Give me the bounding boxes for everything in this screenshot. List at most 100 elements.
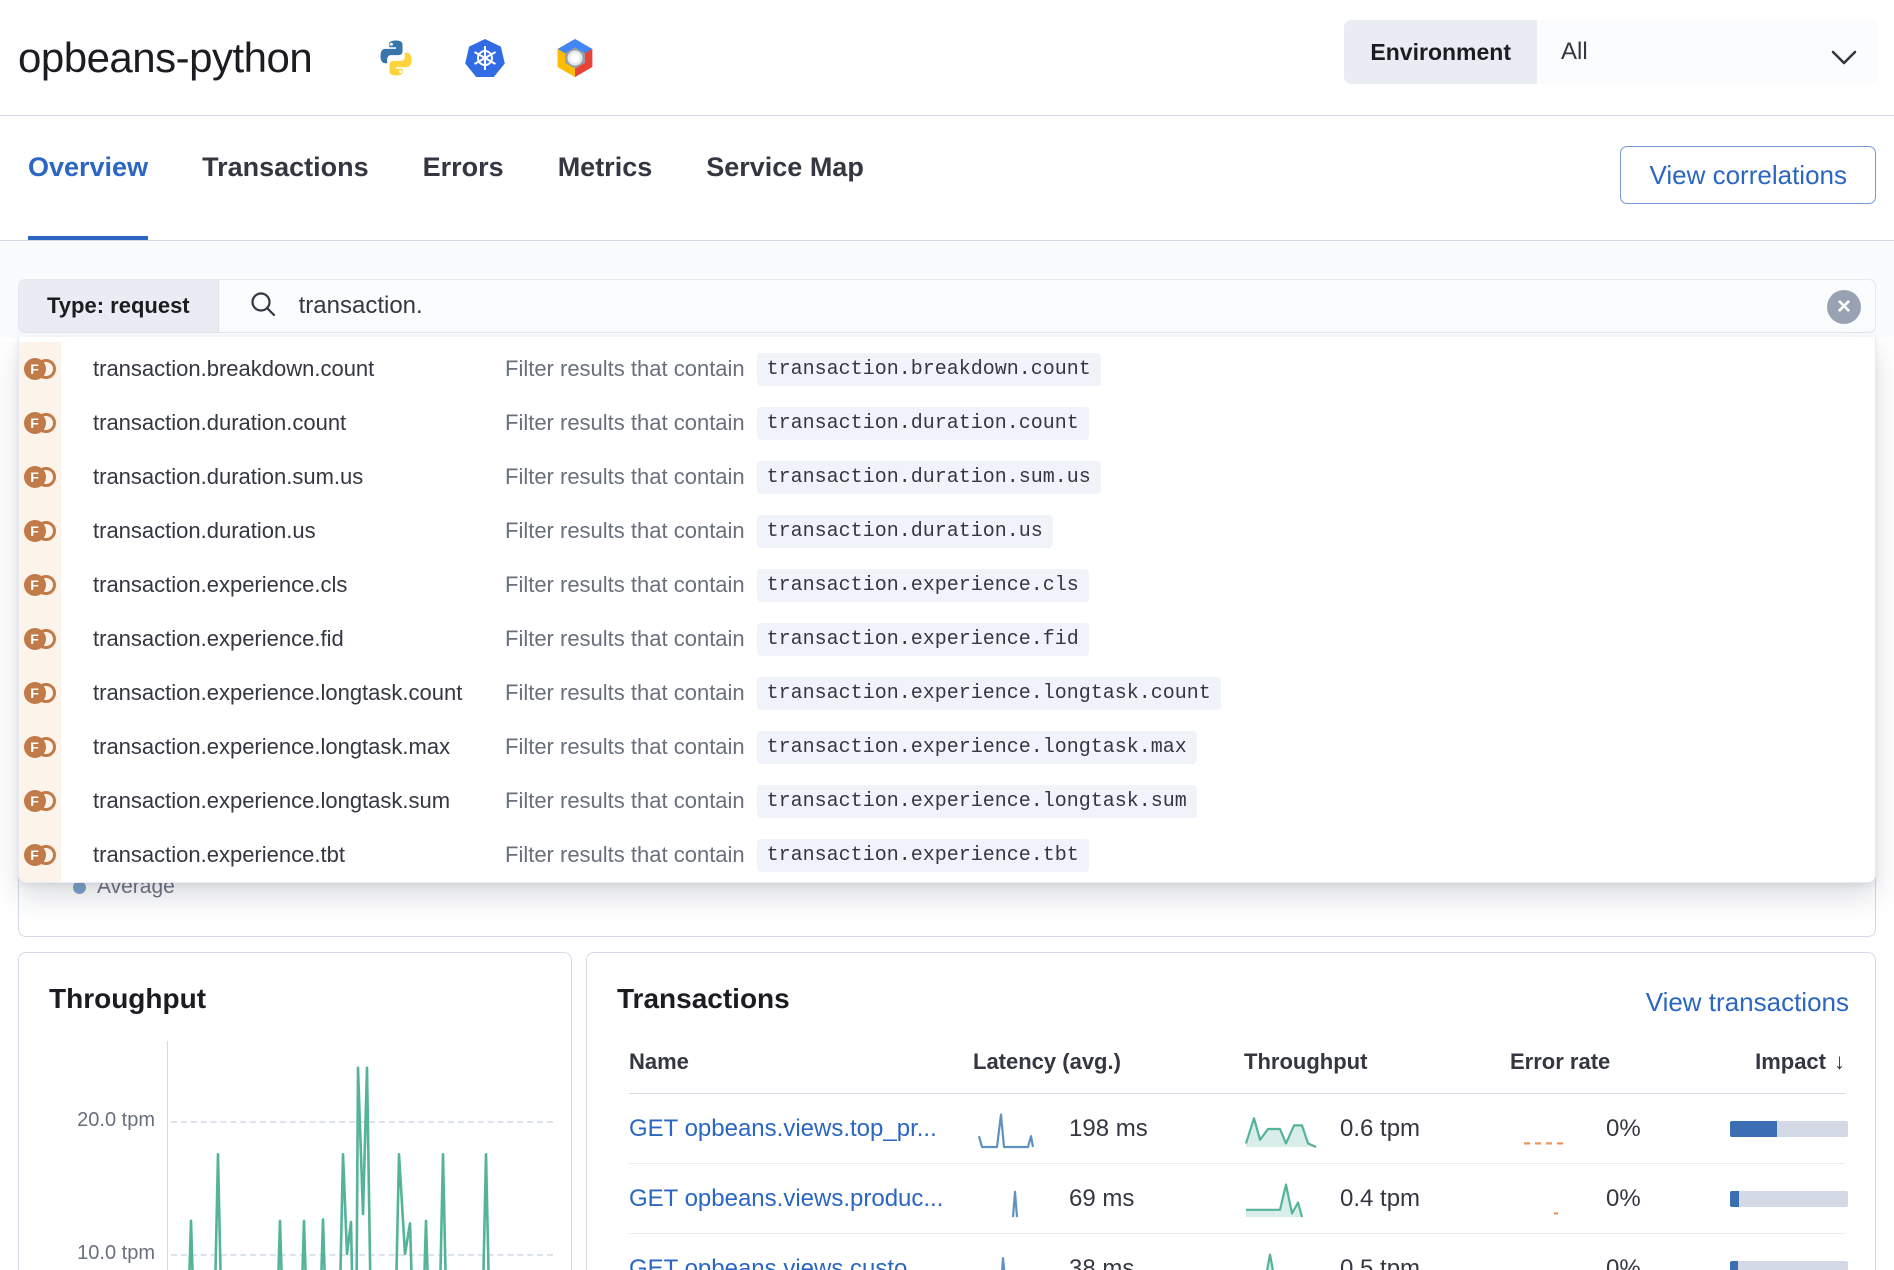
sort-desc-arrow-icon: ↓ <box>1834 1049 1845 1075</box>
transactions-panel-title: Transactions <box>617 983 790 1015</box>
suggestion-field-code: transaction.experience.fid <box>757 623 1089 656</box>
error-rate-value: 0% <box>1606 1185 1641 1213</box>
latency-sparkline <box>973 1247 1053 1270</box>
tab-errors[interactable]: Errors <box>423 152 504 240</box>
suggestion-type-strip: F <box>19 450 61 504</box>
throughput-sparkline <box>1244 1247 1324 1270</box>
python-icon <box>376 38 416 78</box>
suggestion-row[interactable]: Ftransaction.duration.usFilter results t… <box>19 504 1875 558</box>
error-rate-sparkline <box>1510 1107 1590 1151</box>
search-icon <box>249 290 277 323</box>
suggestion-description: Filter results that contain <box>505 572 745 598</box>
suggestion-row[interactable]: Ftransaction.experience.clsFilter result… <box>19 558 1875 612</box>
environment-label: Environment <box>1344 20 1537 84</box>
field-icon: F <box>24 574 57 596</box>
field-icon: F <box>24 736 57 758</box>
suggestion-field-code: transaction.experience.longtask.sum <box>757 785 1197 818</box>
tab-transactions[interactable]: Transactions <box>202 152 369 240</box>
suggestion-field-name: transaction.experience.longtask.sum <box>93 788 505 814</box>
suggestion-field-code: transaction.breakdown.count <box>757 353 1101 386</box>
column-header-name[interactable]: Name <box>629 1049 973 1075</box>
suggestion-description: Filter results that contain <box>505 788 745 814</box>
tab-overview[interactable]: Overview <box>28 152 148 240</box>
column-header-latency[interactable]: Latency (avg.) <box>973 1049 1244 1075</box>
suggestion-field-name: transaction.breakdown.count <box>93 356 505 382</box>
transaction-row: GET opbeans.views.custo...38 ms0.5 tpm0% <box>629 1234 1845 1270</box>
suggestion-field-name: transaction.experience.longtask.max <box>93 734 505 760</box>
service-technology-icons <box>376 38 596 78</box>
suggestion-row[interactable]: Ftransaction.breakdown.countFilter resul… <box>19 342 1875 396</box>
suggestion-field-name: transaction.experience.cls <box>93 572 505 598</box>
search-query-input[interactable]: transaction. <box>299 292 423 320</box>
suggestion-type-strip: F <box>19 396 61 450</box>
suggestion-description: Filter results that contain <box>505 410 745 436</box>
error-rate-value: 0% <box>1606 1255 1641 1270</box>
suggestion-row[interactable]: Ftransaction.duration.countFilter result… <box>19 396 1875 450</box>
view-transactions-link[interactable]: View transactions <box>1646 987 1849 1018</box>
column-header-throughput[interactable]: Throughput <box>1244 1049 1510 1075</box>
environment-filter: Environment All <box>1344 20 1877 84</box>
field-icon: F <box>24 628 57 650</box>
transaction-name-link[interactable]: GET opbeans.views.custo... <box>629 1255 927 1270</box>
suggestion-field-name: transaction.experience.fid <box>93 626 505 652</box>
transactions-panel: Transactions View transactions Name Late… <box>586 952 1876 1270</box>
suggestion-description: Filter results that contain <box>505 680 745 706</box>
tab-metrics[interactable]: Metrics <box>558 152 653 240</box>
throughput-panel: Throughput 20.0 tpm 10.0 tpm <box>18 952 572 1270</box>
suggestion-type-strip: F <box>19 828 61 882</box>
suggestion-row[interactable]: Ftransaction.experience.longtask.maxFilt… <box>19 720 1875 774</box>
search-section: Type: request transaction. × <box>0 240 1894 337</box>
field-icon: F <box>24 412 57 434</box>
suggestion-type-strip: F <box>19 504 61 558</box>
suggestion-row[interactable]: Ftransaction.duration.sum.us Filter resul… <box>19 450 1875 504</box>
transaction-name-link[interactable]: GET opbeans.views.top_pr... <box>629 1115 937 1142</box>
column-header-error-rate[interactable]: Error rate <box>1510 1049 1730 1075</box>
suggestion-field-code: transaction.experience.longtask.count <box>757 677 1221 710</box>
suggestion-field-code: transaction.duration.sum.us <box>757 461 1101 494</box>
transaction-name-link[interactable]: GET opbeans.views.produc... <box>629 1185 943 1212</box>
suggestion-type-strip: F <box>19 774 61 828</box>
kubernetes-icon <box>464 38 506 78</box>
latency-sparkline <box>973 1107 1053 1151</box>
suggestion-field-name: transaction.duration.us <box>93 518 505 544</box>
tab-service-map[interactable]: Service Map <box>706 152 864 240</box>
environment-selected-value: All <box>1561 38 1588 66</box>
close-icon: × <box>1837 295 1851 319</box>
error-rate-value: 0% <box>1606 1115 1641 1143</box>
field-icon: F <box>24 358 57 380</box>
suggestion-field-code: transaction.experience.longtask.max <box>757 731 1197 764</box>
suggestion-description: Filter results that contain <box>505 464 745 490</box>
suggestion-description: Filter results that contain <box>505 518 745 544</box>
column-header-impact[interactable]: Impact ↓ <box>1755 1049 1845 1075</box>
error-rate-sparkline <box>1510 1177 1590 1221</box>
throughput-sparkline <box>1244 1107 1324 1151</box>
suggestion-field-name: transaction.experience.longtask.count <box>93 680 505 706</box>
kql-search-bar[interactable]: Type: request transaction. × <box>18 279 1876 333</box>
throughput-value: 0.6 tpm <box>1340 1115 1420 1143</box>
view-correlations-button[interactable]: View correlations <box>1620 146 1876 204</box>
suggestion-row[interactable]: Ftransaction.experience.fidFilter result… <box>19 612 1875 666</box>
field-icon: F <box>24 790 57 812</box>
transaction-row: GET opbeans.views.produc...69 ms0.4 tpm0… <box>629 1164 1845 1234</box>
transactions-table-header: Name Latency (avg.) Throughput Error rat… <box>629 1049 1845 1094</box>
type-filter-badge[interactable]: Type: request <box>19 280 219 332</box>
suggestion-description: Filter results that contain <box>505 734 745 760</box>
suggestion-type-strip: F <box>19 612 61 666</box>
suggestion-description: Filter results that contain <box>505 626 745 652</box>
impact-bar <box>1730 1191 1848 1207</box>
latency-value: 198 ms <box>1069 1115 1148 1143</box>
environment-select[interactable]: All <box>1537 20 1877 84</box>
throughput-value: 0.4 tpm <box>1340 1185 1420 1213</box>
clear-search-button[interactable]: × <box>1827 290 1861 324</box>
field-icon: F <box>24 466 57 488</box>
suggestion-row[interactable]: Ftransaction.experience.longtask.countFi… <box>19 666 1875 720</box>
y-axis-tick-10: 10.0 tpm <box>19 1242 155 1265</box>
throughput-value: 0.5 tpm <box>1340 1255 1420 1270</box>
suggestion-row[interactable]: Ftransaction.experience.tbtFilter result… <box>19 828 1875 882</box>
suggestion-row[interactable]: Ftransaction.experience.longtask.sumFilt… <box>19 774 1875 828</box>
impact-bar <box>1730 1121 1848 1137</box>
y-axis-tick-20: 20.0 tpm <box>19 1109 155 1132</box>
service-header: opbeans-python <box>0 0 1894 116</box>
impact-bar <box>1730 1261 1848 1270</box>
suggestion-type-strip: F <box>19 342 61 396</box>
